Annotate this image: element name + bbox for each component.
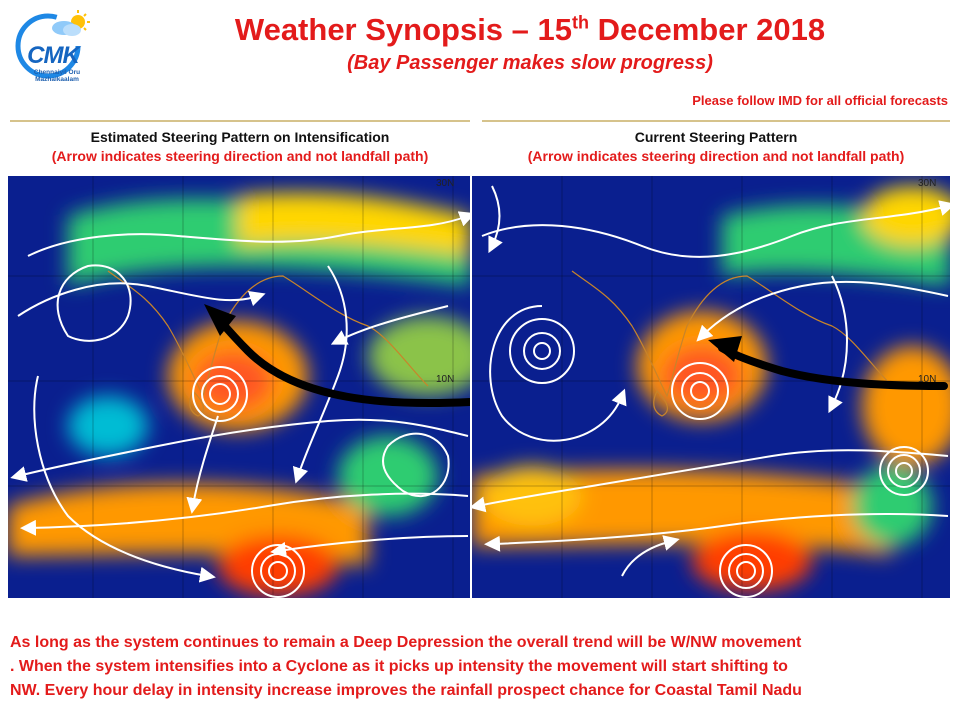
title-main: Weather Synopsis – 15 (234, 12, 572, 47)
synopsis-line-2: . When the system intensifies into a Cyc… (10, 658, 788, 675)
streamlines (472, 185, 950, 598)
title-ordinal-suffix: th (572, 12, 589, 33)
divider-right (482, 120, 950, 122)
sri-lanka-outline (189, 389, 205, 417)
steering-arrow-head (204, 304, 236, 336)
streamlines (10, 211, 470, 598)
steering-arrow-shaft (718, 344, 948, 390)
official-forecast-notice: Please follow IMD for all official forec… (692, 93, 948, 108)
page-subtitle: (Bay Passenger makes slow progress) (347, 52, 713, 74)
page-title: Weather Synopsis – 15th December 2018 (100, 12, 960, 48)
lat-label-10n: 10N (918, 374, 936, 385)
logo-tagline-1: Chennaiyil Oru (33, 69, 81, 76)
logo-emblem-icon (15, 10, 90, 79)
title-rest: December 2018 (589, 12, 826, 47)
lat-lon-grid (8, 176, 470, 598)
panel-right-note: (Arrow indicates steering direction and … (527, 148, 905, 164)
panel-left-note: (Arrow indicates steering direction and … (51, 148, 429, 164)
coastline (571, 270, 893, 398)
synopsis-line-1: As long as the system continues to remai… (10, 634, 802, 651)
logo-tagline-2: Mazhaikaalam (35, 76, 79, 83)
panel-right-title: Current Steering Pattern (634, 129, 798, 145)
steering-arrow-head (708, 336, 742, 362)
synopsis-text: As long as the system continues to remai… (10, 631, 950, 703)
panel-right-heading: Current Steering Pattern (Arrow indicate… (482, 128, 950, 166)
lat-label-10n: 10N (436, 374, 454, 385)
divider-left (10, 120, 470, 122)
sri-lanka-outline (653, 389, 669, 417)
steering-map-left-svg: 10N 30N (8, 176, 470, 598)
synopsis-line-3: NW. Every hour delay in intensity increa… (10, 682, 802, 699)
lat-label-30n: 30N (918, 178, 936, 189)
lat-label-30n: 30N (436, 178, 454, 189)
steering-map-right-svg: 10N 30N (472, 176, 950, 598)
panel-left-title: Estimated Steering Pattern on Intensific… (90, 129, 390, 145)
logo-wordmark: CMK (27, 42, 80, 69)
steering-map-current: 10N 30N (472, 176, 950, 598)
steering-arrow-shaft (212, 312, 470, 408)
cmk-logo: CMK Chennaiyil Oru Mazhaikaalam (12, 8, 94, 88)
panel-left-heading: Estimated Steering Pattern on Intensific… (10, 128, 470, 166)
steering-map-intensification: 10N 30N (8, 176, 470, 598)
